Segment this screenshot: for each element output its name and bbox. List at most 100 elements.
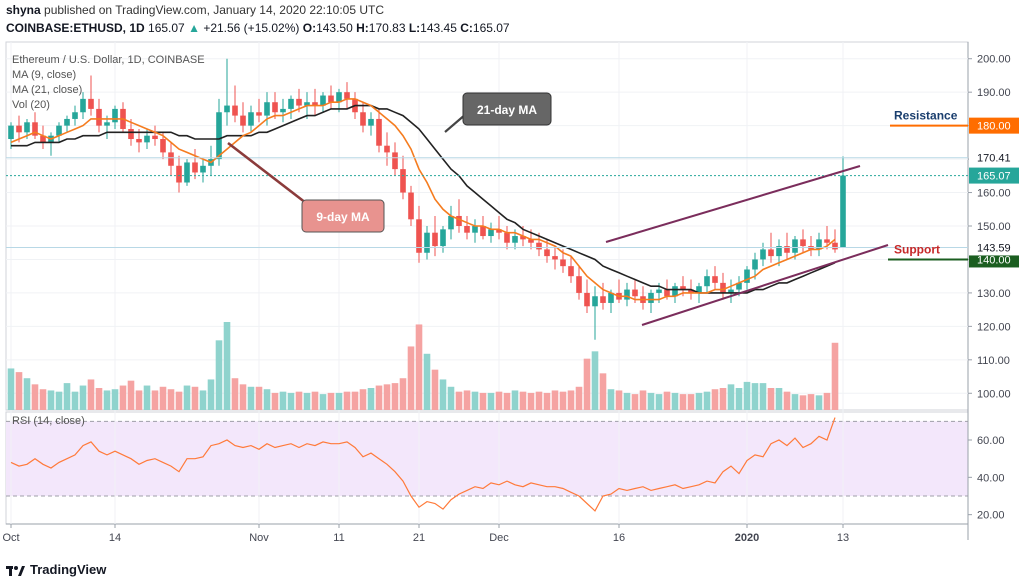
candle-body [32,122,38,136]
candle-body [80,98,86,113]
volume-bar [79,385,87,410]
volume-bar [7,368,15,410]
volume-bar [319,394,327,410]
volume-bar [383,384,391,410]
volume-bar [279,391,287,410]
volume-bar [151,390,159,410]
candle-body [680,286,686,290]
candle-body [472,226,478,233]
support-label: Support [894,242,940,256]
low-label: L: [408,21,421,35]
volume-bar [263,389,271,410]
volume-bar [503,392,511,410]
candle-body [424,232,430,253]
candle-body [840,175,846,248]
high-badge [969,149,1019,166]
candle-body [720,282,726,293]
volume-bar [343,391,351,410]
candle-body [504,232,510,243]
volume-bar [703,391,711,410]
time-tick-label: Dec [489,532,509,544]
candle-body [272,102,278,113]
candle-body [752,259,758,270]
volume-bar [199,390,207,410]
rsi-line [10,417,836,512]
volume-bar [183,385,191,410]
candle-body [528,239,534,243]
time-tick-label: 21 [413,532,425,544]
volume-bar [31,384,39,410]
candle-body [232,105,238,116]
candle-body [600,296,606,303]
candle-body [248,112,254,126]
candle-body [448,215,454,230]
volume-bar [551,390,559,410]
volume-bar [191,386,199,410]
volume-bar [831,342,839,410]
author-name[interactable]: shyna [6,3,41,17]
candle-body [608,292,614,303]
volume-bar [495,391,503,410]
candle-body [440,229,446,247]
candle-body [560,259,566,267]
volume-bar [407,346,415,410]
tradingview-logo-icon [6,565,25,576]
rsi-legend: RSI (14, close) [12,415,85,427]
volume-bar [743,381,751,410]
candle-body [240,115,246,126]
volume-bar [567,390,575,410]
candle-body [736,282,742,290]
volume-bar [575,386,583,410]
price-tick-label: 190.00 [977,87,1011,99]
current-price-badge-text: 165.07 [977,171,1011,183]
volume-bar [359,389,367,410]
candle-body [368,118,374,126]
candle-body [280,108,286,113]
candle-body [832,242,838,250]
price-tick-label: 150.00 [977,221,1011,233]
price-tick-label: 130.00 [977,288,1011,300]
volume-bar [791,394,799,410]
candle-body [544,249,550,257]
volume-bar [87,379,95,410]
close-label: C: [460,21,473,35]
volume-bar [159,386,167,410]
price-chart[interactable]: Resistance Support 21-day MA 9-day MA 200.0… [0,40,1024,556]
volume-bar [119,385,127,410]
candle-body [336,92,342,103]
volume-bar [215,340,223,410]
volume-bar [327,392,335,410]
volume-bar [223,322,231,410]
volume-bar [71,391,79,410]
candle-body [552,256,558,260]
chart-title: Ethereum / U.S. Dollar, 1D, COINBASE [12,54,205,66]
candle-body [432,232,438,247]
volume-bar [751,383,759,410]
volume-bars [7,322,839,410]
tradingview-logo[interactable]: TradingView [6,562,106,577]
candle-body [768,249,774,257]
candle-body [384,145,390,153]
candle-body [360,112,366,126]
close-value: 165.07 [472,21,510,35]
candle-body [168,152,174,166]
ma9-callout [301,199,385,233]
price-tick-label: 200.00 [977,54,1011,66]
volume-bar [447,386,455,410]
volume-bar [535,391,543,410]
price-tick-label: 120.00 [977,321,1011,333]
candle-body [728,289,734,293]
candle-body [16,125,22,133]
volume-bar [455,391,463,410]
volume-bar [807,394,815,410]
candle-body [656,289,662,293]
volume-bar [439,379,447,410]
rsi-tick-label: 60.00 [977,435,1005,447]
candle-body [464,226,470,233]
candle-body [408,192,414,220]
candle-body [760,249,766,260]
candle-body [568,266,574,277]
volume-bar [375,385,383,410]
support-badge-text: 140.00 [977,254,1011,266]
candle-body [344,92,350,99]
